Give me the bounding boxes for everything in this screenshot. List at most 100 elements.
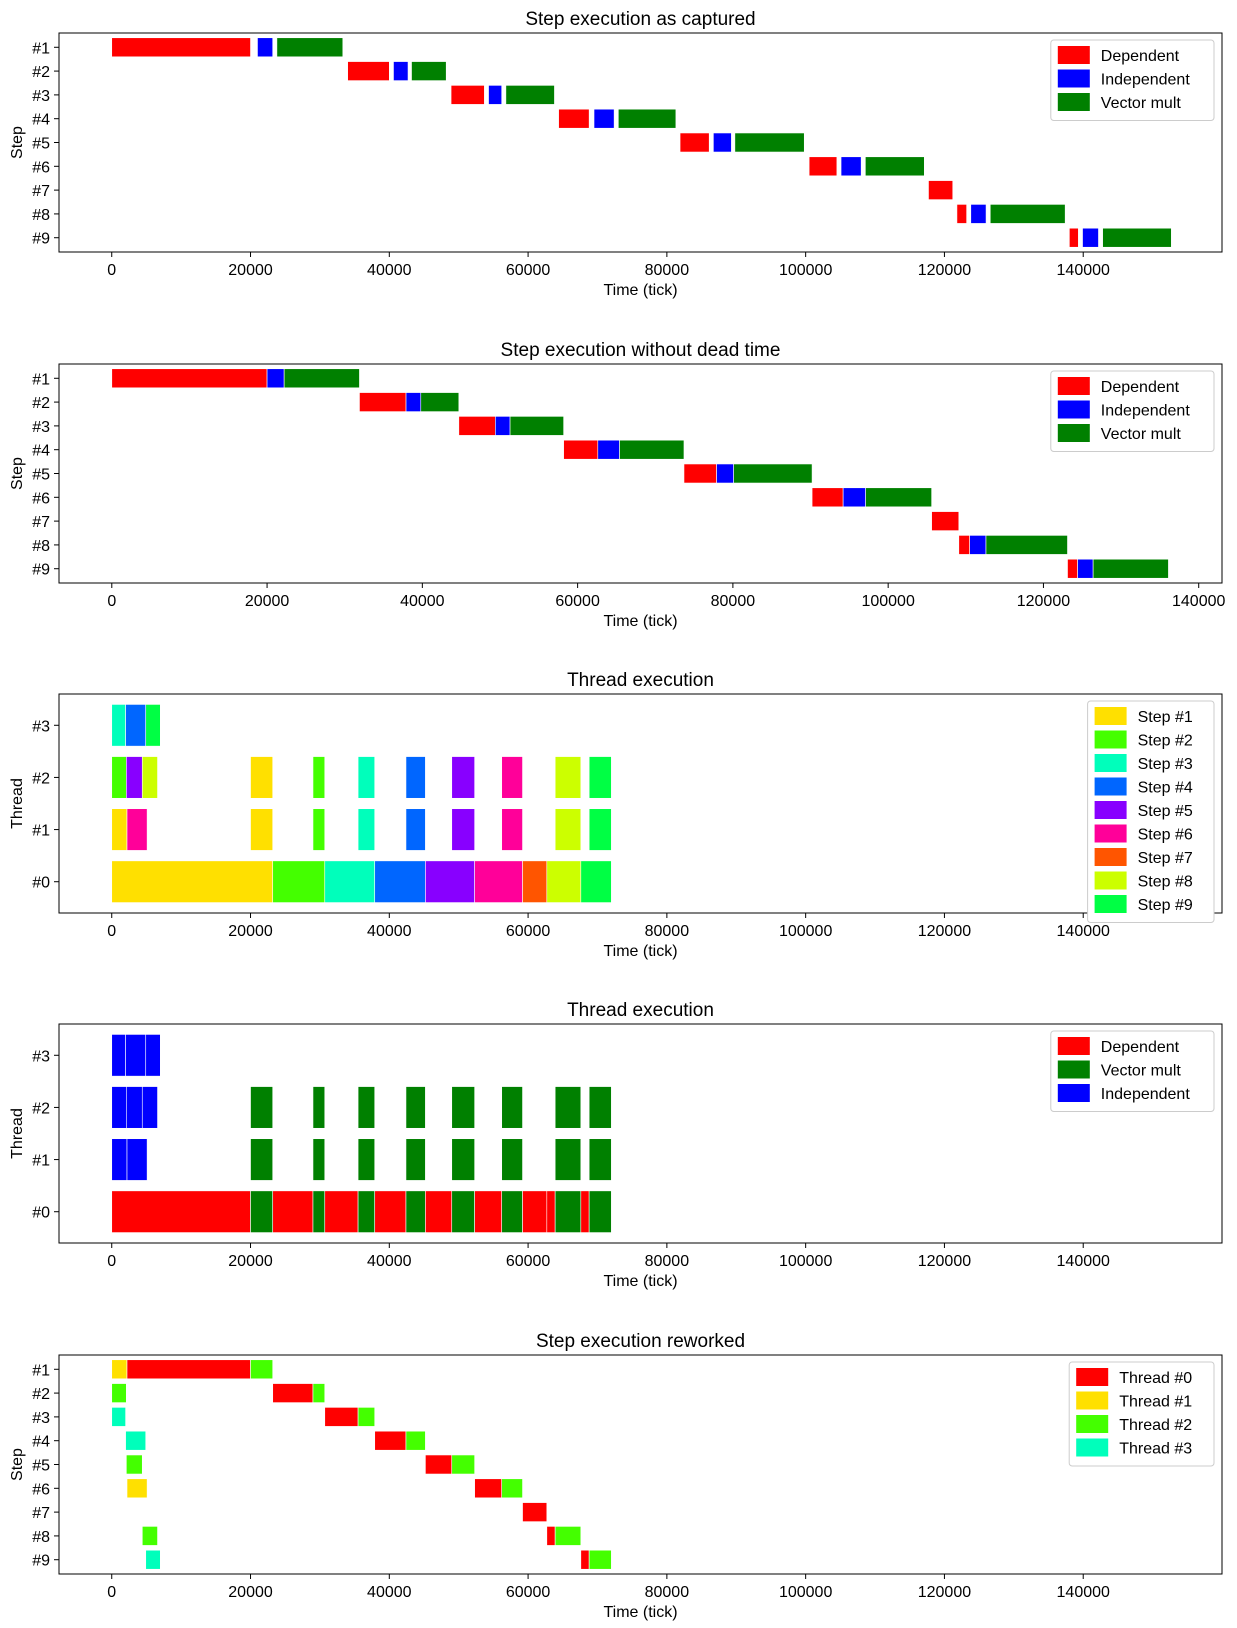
gantt-bar	[111, 860, 274, 903]
gantt-bar	[276, 37, 344, 58]
x-tick-label: 60000	[555, 593, 600, 610]
x-tick-label: 120000	[918, 923, 971, 940]
gantt-bar	[347, 61, 390, 81]
gantt-bar	[451, 1138, 475, 1181]
gantt-bar	[250, 1190, 274, 1233]
legend-swatch	[1094, 730, 1127, 749]
gantt-bar	[865, 487, 932, 508]
y-tick-label: #9	[32, 562, 50, 579]
x-tick-label: 80000	[645, 1253, 690, 1270]
y-tick-label: #5	[32, 467, 50, 484]
chart-panel-3: Thread execution 0 20000 40000 60000 80000 100…	[9, 670, 1223, 960]
chart-title: Thread execution	[567, 670, 714, 691]
x-tick-label: 120000	[918, 1253, 971, 1270]
legend: Dependent Independent Vector mult	[1050, 370, 1215, 452]
gantt-bar	[126, 1138, 148, 1181]
chart-title: Step execution without dead time	[501, 340, 781, 361]
legend-label: Dependent	[1101, 1039, 1180, 1056]
gantt-bar	[969, 535, 987, 555]
y-tick-label: #8	[32, 207, 50, 224]
gantt-bar	[125, 1034, 147, 1077]
x-tick-label: 0	[107, 593, 116, 610]
x-tick-label: 40000	[367, 1253, 412, 1270]
gantt-bar	[111, 1407, 126, 1427]
x-tick-label: 20000	[228, 1584, 273, 1601]
gantt-bar	[488, 85, 503, 105]
x-tick-label: 80000	[711, 593, 756, 610]
gantt-bar	[956, 204, 967, 224]
gantt-bar	[411, 61, 447, 81]
legend: Step #1 Step #2 Step #3 Step #4 Step #5 Step …	[1087, 700, 1215, 923]
gantt-bar	[734, 132, 805, 153]
gantt-bar	[474, 1190, 503, 1233]
x-axis-label: Time (tick)	[603, 943, 677, 960]
gantt-bar	[283, 368, 360, 389]
gantt-bar	[501, 1086, 523, 1129]
gantt-bar	[250, 808, 274, 851]
x-tick-label: 100000	[779, 262, 832, 279]
gantt-bar	[811, 487, 844, 508]
gantt-bar	[554, 808, 582, 851]
x-tick-label: 60000	[506, 1253, 551, 1270]
legend-swatch	[1094, 707, 1127, 725]
gantt-bar	[1069, 227, 1079, 248]
legend-swatch	[1094, 801, 1127, 819]
chart-title: Thread execution	[567, 1000, 714, 1021]
gantt-bar	[588, 1086, 612, 1129]
y-tick-label: #2	[32, 770, 50, 787]
legend-label: Step #8	[1138, 874, 1193, 891]
legend-swatch	[1076, 1415, 1109, 1433]
chart-panel-1: Step execution as captured 0 20000 40000 600…	[9, 9, 1223, 299]
gantt-bar	[125, 704, 147, 747]
x-axis-label: Time (tick)	[603, 282, 677, 299]
legend-label: Step #1	[1138, 709, 1193, 726]
y-tick-label: #0	[32, 1205, 50, 1222]
gantt-bar	[1082, 227, 1099, 248]
gantt-bar	[970, 204, 987, 224]
x-tick-label: 20000	[228, 262, 273, 279]
gantt-bar	[580, 860, 612, 903]
x-tick-label: 100000	[779, 1253, 832, 1270]
gantt-bar	[425, 1454, 453, 1475]
gantt-bar	[1102, 227, 1172, 248]
gantt-bar	[312, 1138, 326, 1181]
x-axis-label: Time (tick)	[603, 1273, 677, 1290]
legend-swatch	[1057, 46, 1090, 64]
gantt-bar	[679, 132, 710, 153]
gantt-bar	[111, 37, 251, 58]
gantt-bar	[111, 1359, 128, 1380]
chart-panel-4: Thread execution 0 20000 40000 60000 80000 100…	[9, 1000, 1223, 1290]
gantt-bar	[359, 392, 407, 412]
gantt-bar	[588, 1549, 612, 1570]
x-tick-label: 100000	[861, 593, 914, 610]
plot-area	[59, 1355, 1222, 1574]
legend-label: Independent	[1101, 1086, 1191, 1103]
legend-label: Dependent	[1101, 379, 1180, 396]
legend-box	[1050, 1030, 1215, 1112]
gantt-bar	[126, 1478, 148, 1499]
legend-label: Vector mult	[1101, 1063, 1182, 1080]
gantt-bar	[272, 860, 326, 903]
legend-swatch	[1057, 69, 1090, 88]
y-tick-label: #4	[32, 1434, 50, 1451]
legend-label: Vector mult	[1101, 426, 1182, 443]
legend-swatch	[1094, 754, 1127, 772]
x-tick-label: 100000	[779, 923, 832, 940]
x-tick-label: 80000	[645, 1584, 690, 1601]
gantt-bar	[588, 808, 612, 851]
y-tick-label: #1	[32, 1362, 50, 1379]
gantt-bar	[111, 368, 268, 389]
gantt-bar	[580, 1190, 590, 1233]
gantt-bar	[126, 808, 148, 851]
y-tick-label: #2	[32, 1386, 50, 1403]
legend-swatch	[1094, 871, 1127, 890]
gantt-bar	[312, 808, 326, 851]
y-tick-label: #6	[32, 490, 50, 507]
gantt-bar	[393, 61, 409, 81]
gantt-bar	[272, 1383, 314, 1403]
gantt-bar	[522, 1190, 548, 1233]
gantt-bar	[357, 1407, 376, 1427]
gantt-bar	[588, 756, 612, 799]
y-tick-label: #7	[32, 183, 50, 200]
x-tick-label: 140000	[1172, 593, 1225, 610]
